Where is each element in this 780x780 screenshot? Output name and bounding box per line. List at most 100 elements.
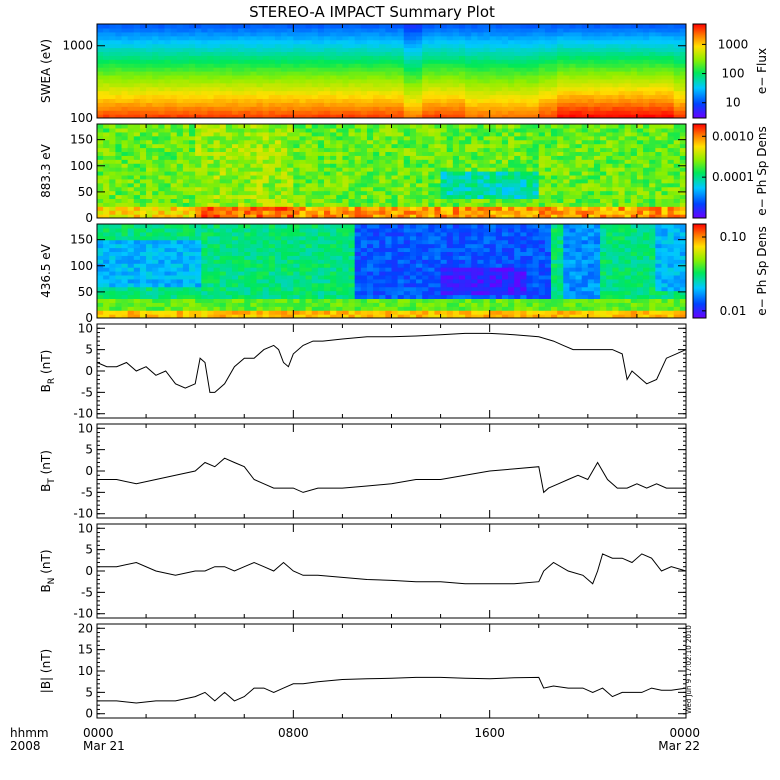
heatmap-cell — [624, 39, 632, 45]
heatmap-cell — [544, 190, 552, 196]
heatmap-cell — [397, 63, 405, 68]
heatmap-cell — [146, 124, 153, 129]
heatmap-cell — [422, 24, 429, 29]
heatmap-cell — [587, 51, 595, 56]
heatmap-cell — [636, 163, 644, 168]
heatmap-cell — [416, 202, 423, 207]
heatmap-cell — [612, 27, 620, 33]
heatmap-cell — [121, 59, 129, 64]
heatmap-cell — [324, 35, 331, 41]
heatmap-cell — [115, 74, 123, 80]
heatmap-cell — [483, 71, 491, 76]
heatmap-cell — [311, 67, 319, 72]
heatmap-cell — [403, 139, 411, 145]
heatmap-cell — [458, 210, 466, 215]
heatmap-cell — [152, 82, 159, 88]
heatmap-cell — [342, 98, 350, 103]
heatmap-cell — [557, 206, 564, 211]
heatmap-cell — [152, 263, 159, 268]
heatmap-cell — [250, 63, 258, 68]
heatmap-cell — [201, 24, 209, 29]
heatmap-cell — [532, 63, 540, 68]
heatmap-cell — [514, 174, 521, 180]
heatmap-cell — [379, 78, 386, 84]
heatmap-cell — [366, 159, 374, 164]
heatmap-cell — [176, 210, 184, 215]
heatmap-cell — [649, 182, 656, 188]
heatmap-cell — [133, 243, 141, 249]
heatmap-cell — [618, 24, 626, 29]
heatmap-cell — [127, 314, 135, 318]
heatmap-cell — [471, 151, 478, 156]
heatmap-cell — [152, 27, 159, 33]
heatmap-cell — [526, 35, 534, 41]
heatmap-cell — [225, 210, 233, 215]
heatmap-cell — [139, 74, 147, 80]
heatmap-cell — [544, 186, 552, 192]
heatmap-cell — [268, 39, 276, 45]
heatmap-cell — [624, 202, 632, 207]
heatmap-cell — [618, 74, 626, 80]
heatmap-cell — [268, 127, 276, 133]
heatmap-cell — [170, 47, 178, 53]
heatmap-cell — [152, 110, 159, 115]
heatmap-cell — [544, 24, 552, 29]
heatmap-cell — [195, 186, 202, 192]
heatmap-cell — [373, 214, 380, 218]
heatmap-cell — [348, 71, 356, 76]
heatmap-cell — [508, 67, 515, 72]
heatmap-cell — [164, 131, 172, 137]
heatmap-cell — [158, 247, 166, 253]
heatmap-cell — [606, 74, 613, 80]
heatmap-cell — [593, 35, 601, 41]
heatmap-cell — [225, 39, 233, 45]
heatmap-cell — [127, 98, 135, 103]
heatmap-cell — [446, 74, 454, 80]
heatmap-cell — [544, 167, 552, 172]
heatmap-cell — [164, 114, 172, 118]
heatmap-cell — [182, 86, 190, 92]
heatmap-cell — [109, 298, 117, 303]
heatmap-cell — [342, 135, 350, 141]
heatmap-cell — [649, 202, 656, 207]
heatmap-cell — [379, 182, 386, 188]
heatmap-cell — [238, 47, 245, 53]
heatmap-cell — [409, 135, 417, 141]
heatmap-cell — [593, 210, 601, 215]
heatmap-cell — [287, 163, 294, 168]
heatmap-cell — [673, 210, 681, 215]
heatmap-cell — [354, 55, 362, 60]
heatmap-cell — [679, 71, 686, 76]
heatmap-cell — [612, 98, 620, 103]
heatmap-cell — [385, 167, 393, 172]
heatmap-cell — [569, 106, 577, 111]
heatmap-cell — [330, 167, 337, 172]
heatmap-cell — [354, 127, 362, 133]
heatmap-cell — [446, 55, 454, 60]
heatmap-cell — [281, 31, 288, 37]
heatmap-cell — [146, 286, 153, 292]
heatmap-cell — [440, 147, 448, 153]
heatmap-cell — [379, 24, 386, 29]
heatmap-cell — [477, 31, 485, 37]
heatmap-cell — [164, 198, 172, 203]
heatmap-cell — [446, 198, 454, 203]
heatmap-cell — [379, 186, 386, 192]
heatmap-cell — [121, 98, 129, 103]
heatmap-cell — [311, 163, 319, 168]
heatmap-cell — [538, 90, 546, 96]
heatmap-cell — [139, 314, 147, 318]
heatmap-cell — [391, 90, 399, 96]
heatmap-cell — [238, 94, 245, 100]
heatmap-cell — [612, 124, 620, 129]
heatmap-cell — [379, 59, 386, 64]
heatmap-cell — [133, 35, 141, 41]
heatmap-cell — [551, 78, 558, 84]
heatmap-cell — [403, 98, 411, 103]
heatmap-cell — [416, 174, 423, 180]
heatmap-cell — [643, 114, 650, 118]
heatmap-cell — [667, 147, 675, 153]
heatmap-cell — [452, 151, 460, 156]
heatmap-cell — [483, 139, 491, 145]
heatmap-cell — [557, 182, 564, 188]
